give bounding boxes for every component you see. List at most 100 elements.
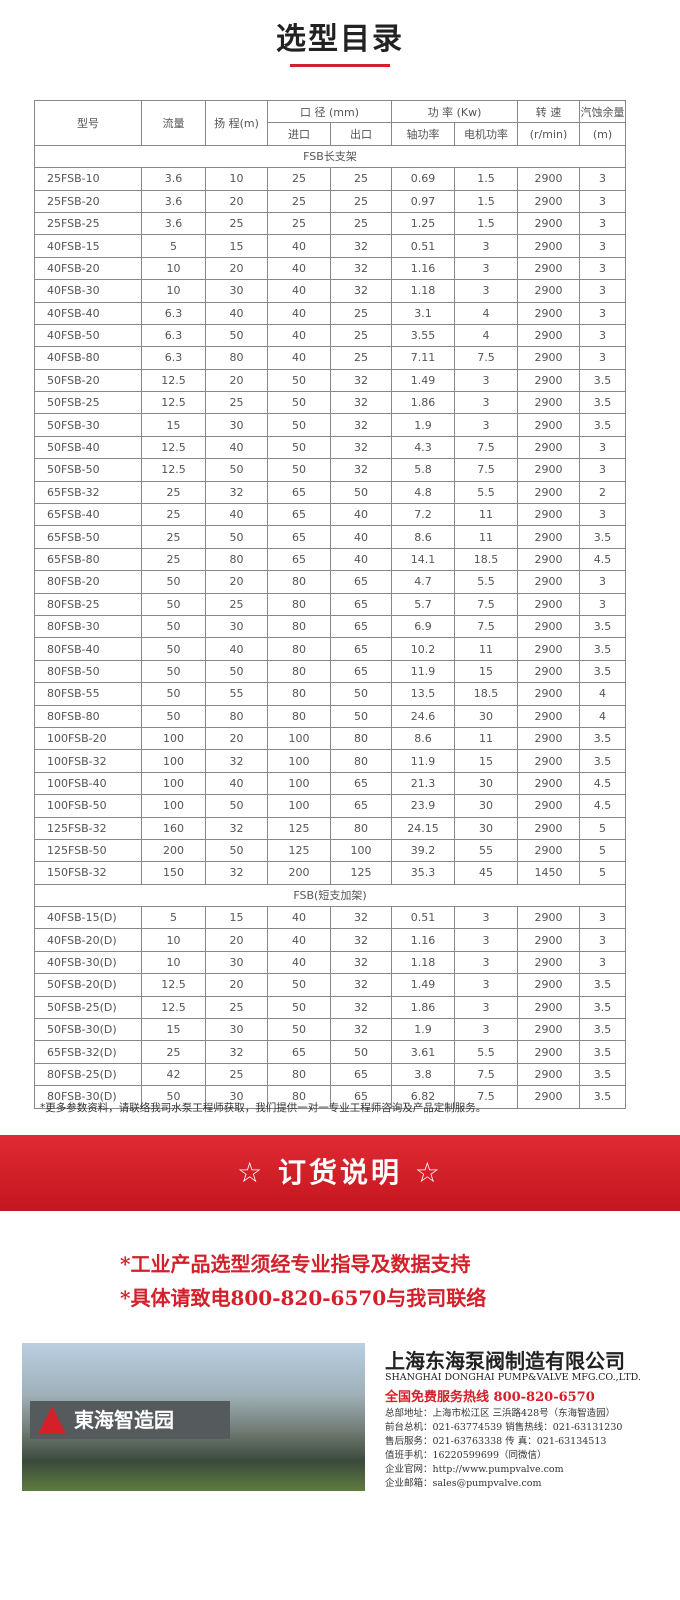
table-cell: 2900 (517, 928, 581, 952)
table-cell: 3 (454, 995, 519, 1020)
table-cell: 12.5 (141, 391, 206, 415)
table-row: 80FSB-30 50 30 80 65 6.9 7.5 2900 3.5 (34, 614, 627, 639)
order-line: *具体请致电800-820-6570与我司联络 (120, 1286, 487, 1310)
table-cell: 200 (267, 861, 331, 885)
table-row: 80FSB-25 50 25 80 65 5.7 7.5 2900 3 (34, 592, 627, 616)
table-cell: 32 (205, 816, 268, 840)
table-cell: 32 (329, 391, 393, 415)
table-cell: 40 (267, 906, 331, 930)
table-cell: 5.5 (454, 570, 519, 594)
table-cell: 25FSB-25 (34, 211, 142, 236)
table-cell: 25 (329, 301, 393, 325)
table-row: 50FSB-30 15 30 50 32 1.9 3 2900 3.5 (34, 413, 627, 437)
table-cell: 100 (267, 794, 331, 818)
table-cell: 8.6 (391, 525, 456, 549)
contact-line: 企业邮箱：sales@pumpvalve.com (385, 1478, 542, 1489)
table-cell: 7.11 (391, 346, 456, 370)
table-row: 100FSB-20 100 20 100 80 8.6 11 2900 3.5 (34, 726, 627, 751)
table-cell: 65 (329, 570, 393, 594)
table-cell: 125FSB-32 (34, 816, 142, 840)
table-cell: 50 (267, 458, 331, 482)
table-cell: 5.5 (454, 480, 519, 505)
table-cell: 65FSB-32 (34, 480, 142, 505)
table-cell: 11 (454, 525, 519, 549)
table-cell: 3 (579, 301, 627, 325)
table-row: 50FSB-50 12.5 50 50 32 5.8 7.5 2900 3 (34, 458, 627, 482)
company-english: SHANGHAI DONGHAI PUMP&VALVE MFG.CO.,LTD. (385, 1372, 641, 1383)
table-cell: 11 (454, 637, 519, 661)
table-cell: 3 (454, 906, 519, 930)
table-cell: 50FSB-30 (34, 413, 142, 437)
table-cell: 40 (205, 503, 268, 527)
table-cell: 0.69 (391, 167, 456, 191)
table-cell: 20 (205, 928, 268, 952)
table-cell: 40 (329, 547, 393, 572)
table-row: 50FSB-20 12.5 20 50 32 1.49 3 2900 3.5 (34, 368, 627, 393)
table-cell: 100 (141, 794, 206, 818)
table-cell: 25 (205, 592, 268, 616)
header-inlet: 进口 (267, 122, 331, 146)
table-cell: 80 (267, 682, 331, 706)
table-cell: 32 (329, 1018, 393, 1042)
table-cell: 10 (141, 256, 206, 281)
table-cell: 42 (141, 1062, 206, 1087)
table-cell: 40 (267, 301, 331, 325)
table-cell: 25 (329, 346, 393, 370)
table-cell: 3.5 (579, 726, 627, 751)
table-cell: 2 (579, 480, 627, 505)
header-motor-power: 电机功率 (454, 122, 519, 146)
table-cell: 20 (205, 973, 268, 997)
table-cell: 7.5 (454, 1085, 519, 1109)
table-cell: 2900 (517, 323, 581, 348)
table-cell: 2900 (517, 547, 581, 572)
table-cell: 50FSB-20 (34, 368, 142, 393)
header-flow: 流量 (141, 100, 206, 146)
table-cell: 32 (329, 368, 393, 393)
section-row: FSB(短支加架) (33, 883, 627, 908)
table-cell: 100 (141, 726, 206, 751)
table-cell: 3 (579, 323, 627, 348)
table-cell: 3 (579, 189, 627, 213)
table-cell: 32 (329, 458, 393, 482)
table-cell: 25 (141, 503, 206, 527)
table-cell: 25 (141, 525, 206, 549)
table-cell: 80 (267, 592, 331, 616)
table-cell: 15 (454, 749, 519, 773)
table-cell: 15 (141, 413, 206, 437)
header-diameter: 口 径 (mm) (266, 99, 393, 124)
table-row: 80FSB-30(D) 50 30 80 65 6.82 7.5 2900 3.5 (34, 1085, 627, 1109)
table-cell: 7.5 (454, 458, 519, 482)
table-cell: 15 (141, 1018, 206, 1042)
table-row: 40FSB-30(D) 10 30 40 32 1.18 3 2900 3 (34, 950, 627, 975)
table-cell: 2900 (517, 167, 581, 191)
table-cell: 3 (454, 234, 519, 258)
table-cell: 2900 (517, 726, 581, 751)
table-cell: 11 (454, 503, 519, 527)
table-cell: 10.2 (391, 637, 456, 661)
table-cell: 80 (267, 1085, 331, 1109)
table-cell: 50 (267, 1018, 331, 1042)
table-cell: 55 (454, 838, 519, 863)
table-cell: 50 (329, 480, 393, 505)
table-cell: 65 (329, 637, 393, 661)
table-cell: 5 (579, 861, 627, 885)
table-cell: 65 (329, 1085, 393, 1109)
table-cell: 50 (205, 794, 268, 818)
table-cell: 30 (454, 771, 519, 796)
table-cell: 32 (329, 928, 393, 952)
hotline: 全国免费服务热线 800-820-6570 (385, 1390, 595, 1405)
table-cell: 100FSB-20 (34, 726, 142, 751)
table-cell: 2900 (517, 682, 581, 706)
table-cell: 150FSB-32 (34, 861, 142, 885)
table-row: 80FSB-80 50 80 80 50 24.6 30 2900 4 (34, 704, 627, 728)
section-title: FSB长支架 (33, 144, 627, 169)
table-cell: 65 (267, 480, 331, 505)
table-cell: 40FSB-20 (34, 256, 142, 281)
factory-photo: 東海智造园 (22, 1343, 365, 1491)
table-cell: 25 (141, 1040, 206, 1064)
table-cell: 39.2 (391, 838, 456, 863)
header-head: 扬 程(m) (205, 100, 268, 146)
table-row: 65FSB-80 25 80 65 40 14.1 18.5 2900 4.5 (34, 547, 627, 572)
table-cell: 32 (205, 749, 268, 773)
table-cell: 25 (329, 189, 393, 213)
